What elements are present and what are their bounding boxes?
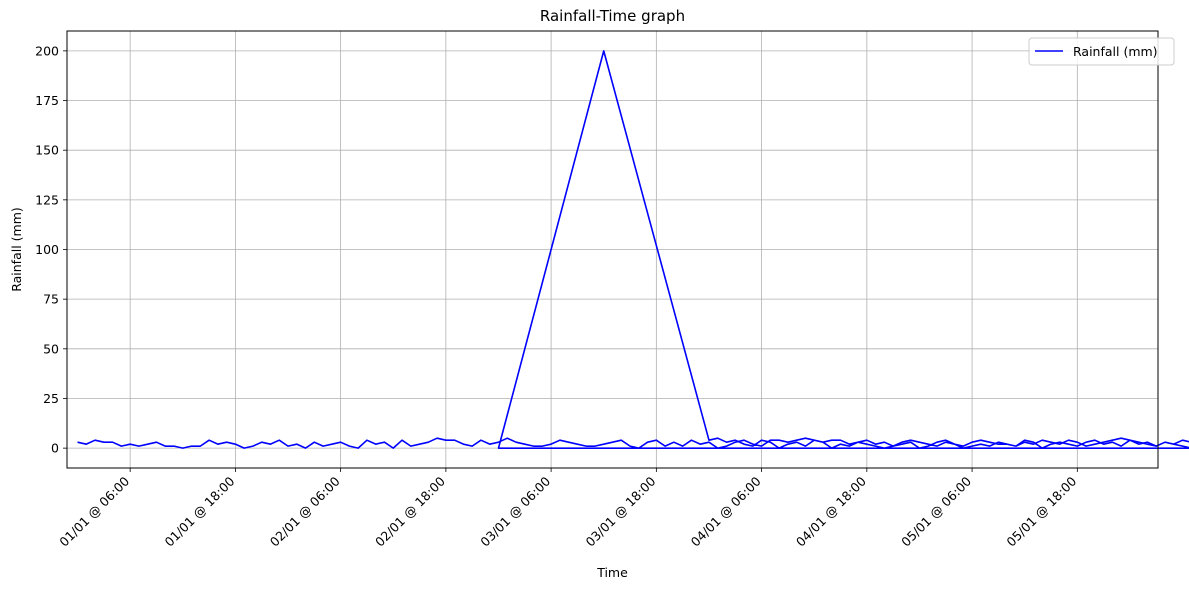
x-axis-title: Time [596, 565, 628, 580]
y-tick-label: 200 [35, 43, 59, 58]
legend: Rainfall (mm) [1028, 37, 1175, 66]
y-tick-label: 175 [35, 93, 59, 108]
y-tick-label: 50 [43, 341, 59, 356]
chart-title: Rainfall-Time graph [540, 7, 685, 25]
y-axis-title: Rainfall (mm) [9, 207, 24, 292]
grid [67, 31, 1158, 468]
y-tick-label: 0 [51, 441, 59, 456]
y-tick-label: 150 [35, 143, 59, 158]
y-axis-ticks: 0 25 50 75 100 125 150 175 200 [35, 43, 67, 456]
legend-box [1028, 37, 1175, 66]
y-tick-label: 75 [43, 292, 59, 307]
series-layer [77, 50, 1189, 449]
legend-label: Rainfall (mm) [1073, 44, 1158, 59]
series-line-rainfall [77, 50, 1189, 449]
y-tick-label: 125 [35, 192, 59, 207]
y-tick-label: 100 [35, 242, 59, 257]
y-tick-label: 25 [43, 391, 59, 406]
